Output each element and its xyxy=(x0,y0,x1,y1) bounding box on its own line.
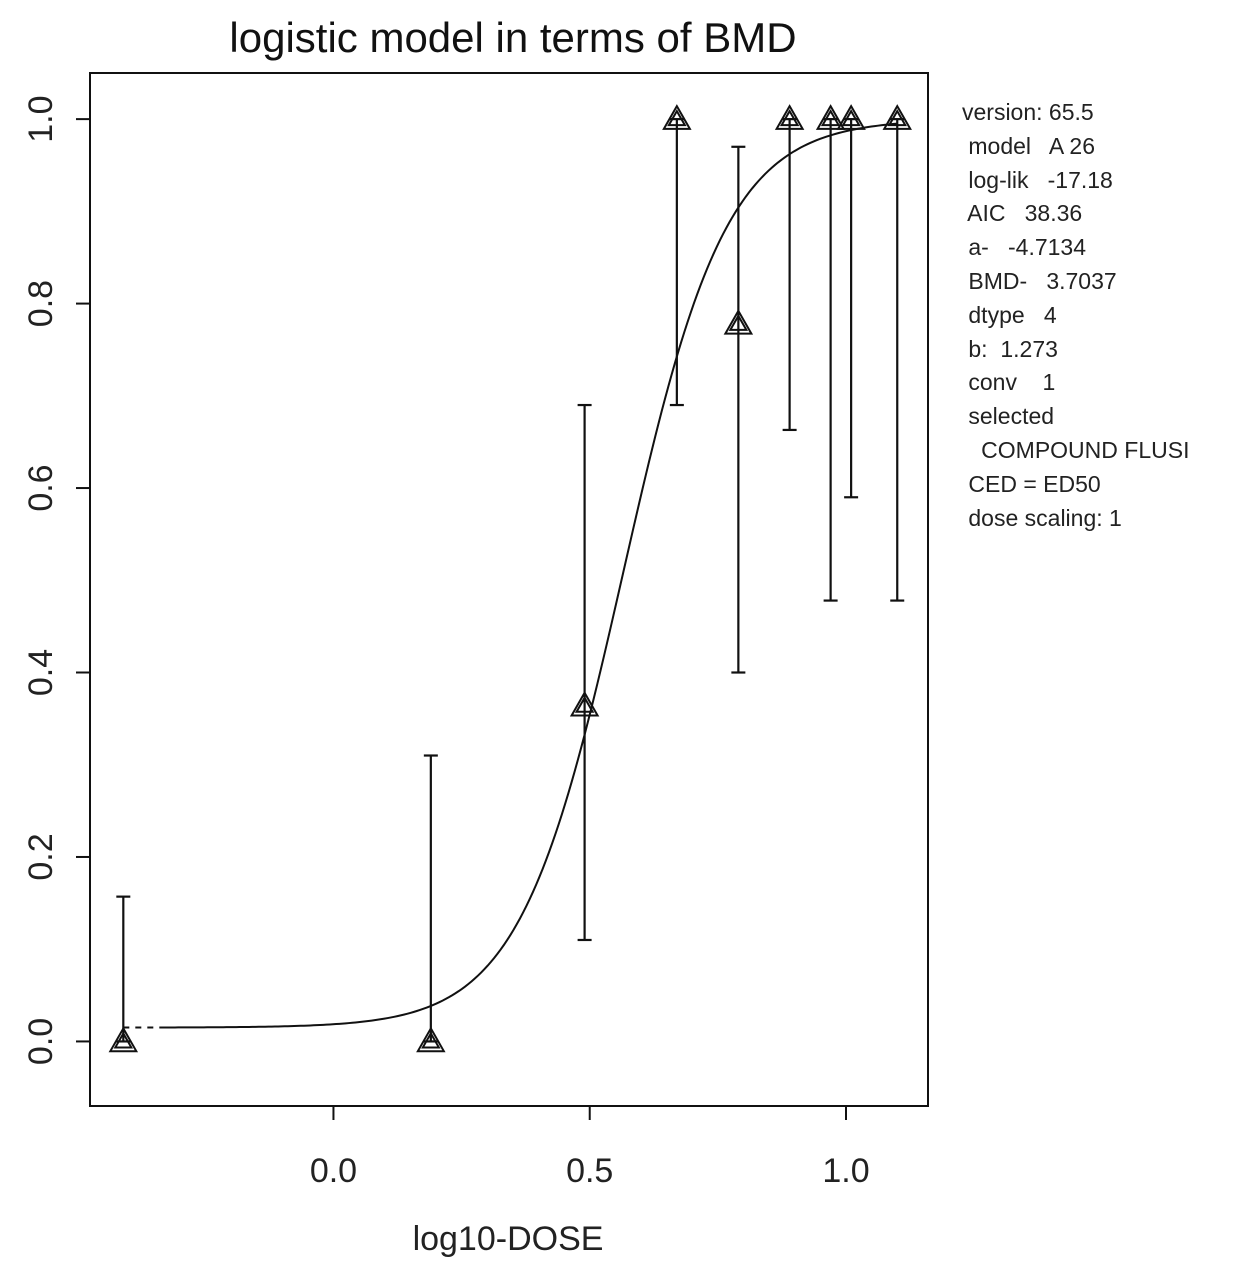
data-point-triangle xyxy=(723,308,754,335)
error-bars xyxy=(116,118,905,1043)
y-axis: 0.0 0.2 0.4 0.6 0.8 1.0 xyxy=(22,95,90,1065)
data-point-triangle xyxy=(662,104,692,130)
fitted-curve-line xyxy=(162,122,898,1029)
data-point-triangle xyxy=(774,104,805,130)
data-point-triangle xyxy=(836,104,866,130)
info-line: dtype 4 xyxy=(962,301,1057,328)
plot-frame xyxy=(89,72,929,1107)
data-point-triangle-inner xyxy=(779,109,800,127)
data-point-triangle xyxy=(882,104,912,130)
data-point-triangle-inner xyxy=(113,1031,134,1049)
data-point-triangle xyxy=(416,1026,446,1053)
data-point-triangle-inner xyxy=(728,313,749,331)
info-line: model A 26 xyxy=(962,132,1095,159)
x-tick-label: 0.0 xyxy=(310,1152,357,1190)
info-line: selected xyxy=(962,403,1055,430)
info-line: log-lik -17.18 xyxy=(962,166,1113,193)
y-tick-label: 0.8 xyxy=(22,280,60,327)
info-line: CED = ED50 xyxy=(962,470,1101,497)
info-line: AIC 38.36 xyxy=(962,200,1083,227)
data-point-triangle xyxy=(108,1026,139,1053)
data-point-triangle-inner xyxy=(887,109,907,127)
x-tick-label: 0.5 xyxy=(566,1152,613,1190)
info-line: BMD- 3.7037 xyxy=(962,267,1117,294)
info-line: conv 1 xyxy=(962,369,1056,396)
data-point-triangle-inner xyxy=(574,695,595,713)
y-tick-label: 0.4 xyxy=(22,649,60,696)
data-point-triangle-inner xyxy=(667,109,687,127)
info-line: dose scaling: 1 xyxy=(962,504,1122,531)
info-line: a- -4.7134 xyxy=(962,234,1087,261)
y-tick-label: 1.0 xyxy=(22,95,60,142)
info-line: version: 65.5 xyxy=(962,99,1094,125)
data-point-triangle-inner xyxy=(421,1031,441,1049)
y-tick-label: 0.0 xyxy=(22,1018,60,1065)
x-axis-title: log10-DOSE xyxy=(413,1220,604,1258)
x-axis: 0.0 0.5 1.0 xyxy=(310,1106,870,1190)
data-point-triangle-inner xyxy=(841,109,861,127)
data-point-triangle xyxy=(569,690,600,717)
data-point-triangle-inner xyxy=(820,109,841,127)
data-point-triangle xyxy=(815,104,846,130)
fitted-curve xyxy=(123,122,898,1029)
y-tick-label: 0.6 xyxy=(22,464,60,511)
y-tick-label: 0.2 xyxy=(22,833,60,880)
chart-title: logistic model in terms of BMD xyxy=(229,14,796,61)
x-tick-label: 1.0 xyxy=(822,1152,869,1190)
model-info-panel: version: 65.5 model A 26 log-lik -17.18 … xyxy=(962,96,1246,535)
info-line: COMPOUND FLUSI xyxy=(962,436,1190,463)
data-points xyxy=(108,104,912,1053)
info-line: b: 1.273 xyxy=(962,335,1058,362)
